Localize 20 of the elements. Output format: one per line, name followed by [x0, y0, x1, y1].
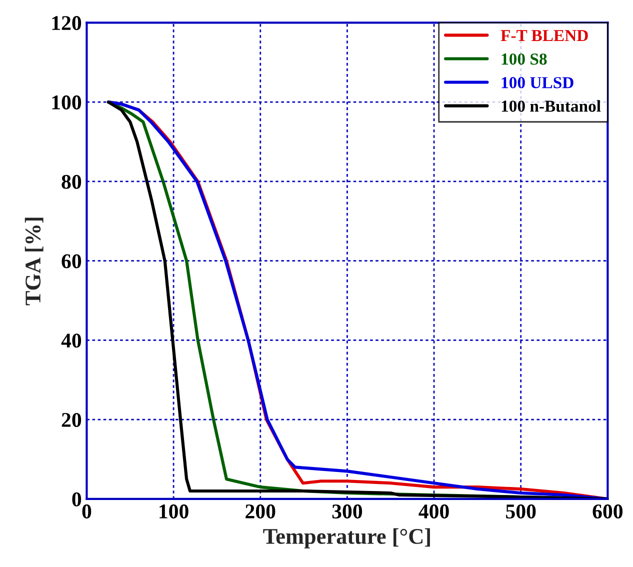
x-tick-label: 200: [246, 504, 276, 518]
y-tick-label: 100: [52, 95, 82, 110]
legend-label: 100 n-Butanol: [502, 100, 601, 112]
y-tick-label: 0: [72, 492, 82, 506]
x-tick-label: 100: [160, 504, 188, 518]
x-axis-title: Temperature [°C]: [263, 528, 430, 548]
y-tick-label: 60: [62, 254, 82, 268]
y-tick-label: 40: [61, 334, 82, 348]
x-tick-label: 500: [506, 504, 536, 518]
y-tick-label: 80: [62, 174, 82, 189]
legend-label: F-T BLEND: [500, 30, 588, 42]
x-tick-label: 300: [332, 504, 362, 518]
x-tick-label: 600: [592, 504, 623, 518]
x-tick-label: 0: [82, 504, 92, 518]
legend-label: 100 S8: [502, 53, 547, 65]
y-axis-title: TGA [%]: [24, 218, 44, 306]
y-tick-label: 120: [52, 16, 82, 30]
y-tick-label: 20: [62, 412, 82, 428]
legend-label: 100 ULSD: [502, 77, 574, 88]
x-tick-label: 400: [418, 504, 449, 518]
